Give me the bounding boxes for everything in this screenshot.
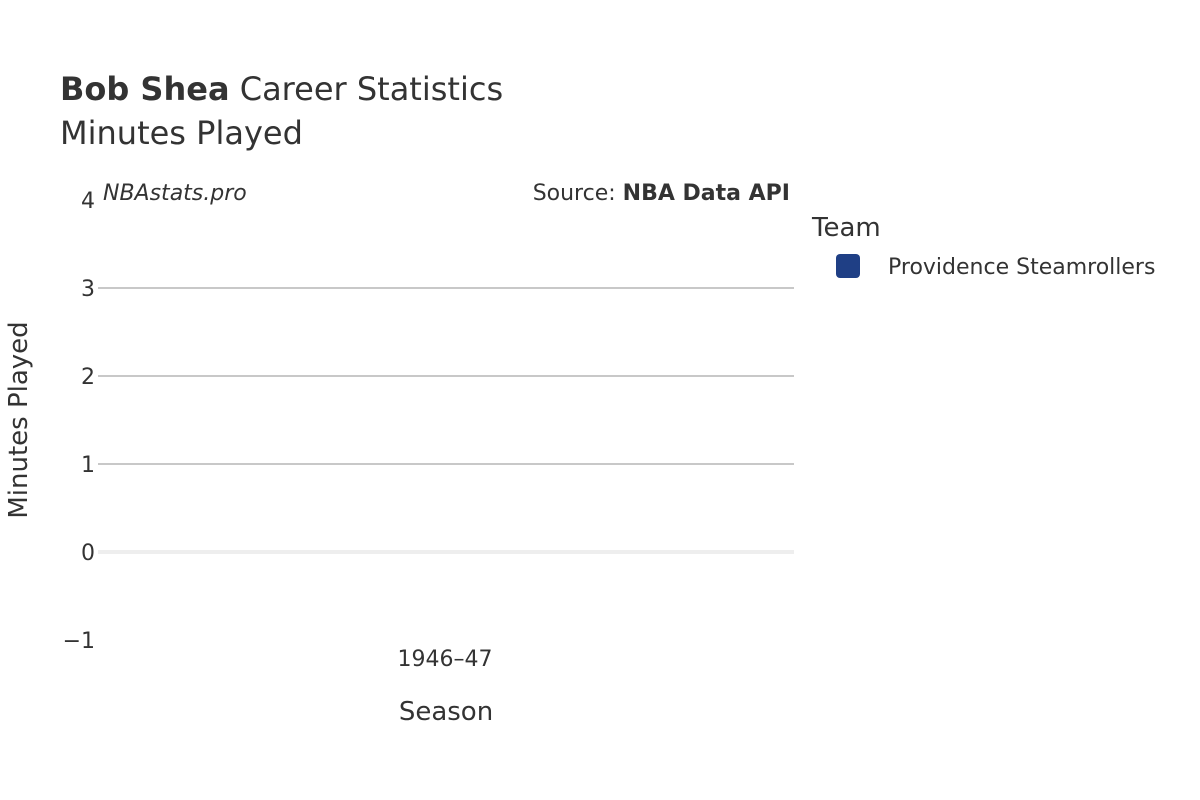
chart-title-player: Bob Shea bbox=[60, 70, 230, 108]
chart-title: Bob Shea Career Statistics bbox=[60, 70, 503, 108]
y-tick-label: 4 bbox=[81, 189, 95, 214]
source-prefix: Source: bbox=[533, 181, 623, 206]
watermark: NBAstats.pro bbox=[103, 181, 247, 206]
grid-lines bbox=[98, 287, 794, 554]
y-tick-label: −1 bbox=[63, 629, 95, 654]
source-name: NBA Data API bbox=[623, 181, 790, 206]
legend: Team Providence Steamrollers bbox=[811, 213, 1155, 280]
x-tick-label: 1946–47 bbox=[398, 647, 493, 672]
y-tick-label: 0 bbox=[81, 541, 95, 566]
y-tick-label: 2 bbox=[81, 365, 95, 390]
y-tick-label: 3 bbox=[81, 277, 95, 302]
legend-label[interactable]: Providence Steamrollers bbox=[888, 255, 1155, 280]
x-axis-title: Season bbox=[399, 697, 493, 727]
source-note: Source: NBA Data API bbox=[533, 181, 790, 206]
legend-swatch[interactable] bbox=[836, 254, 860, 278]
y-tick-labels: −1 0 1 2 3 4 bbox=[63, 189, 95, 654]
y-axis-title: Minutes Played bbox=[4, 321, 34, 518]
chart-subtitle: Minutes Played bbox=[60, 114, 303, 152]
legend-title: Team bbox=[811, 213, 881, 243]
y-tick-label: 1 bbox=[81, 453, 95, 478]
x-tick-labels: 1946–47 bbox=[398, 647, 493, 672]
chart-title-rest: Career Statistics bbox=[230, 70, 504, 108]
